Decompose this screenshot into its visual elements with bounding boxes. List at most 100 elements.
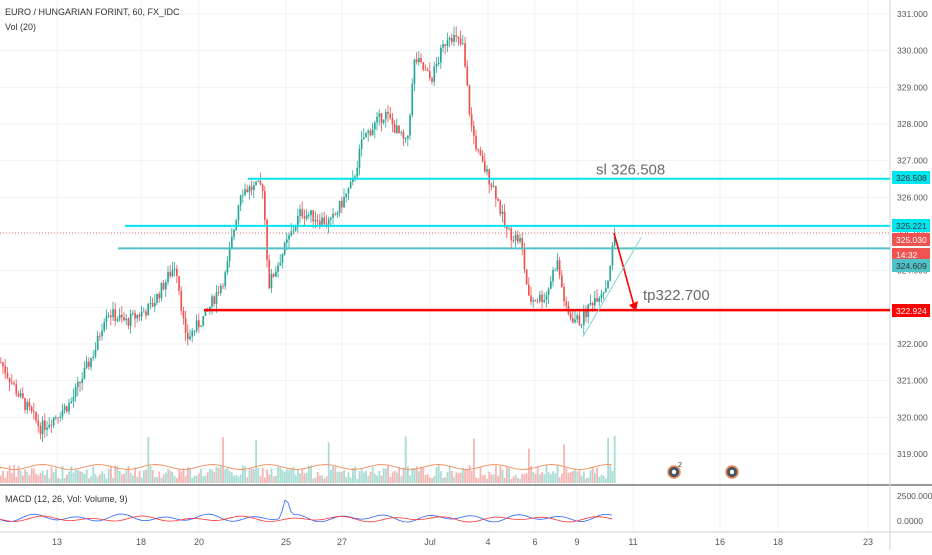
volume-bar-266 <box>585 478 587 483</box>
candle-body-118 <box>259 180 262 185</box>
price-label-bg-1 <box>892 219 930 232</box>
candle-body-101 <box>222 285 224 287</box>
volume-bar-260 <box>572 470 574 483</box>
candle-body-131 <box>288 235 290 240</box>
volume-bar-34 <box>74 469 77 483</box>
candle-body-215 <box>473 125 475 136</box>
volume-bar-90 <box>198 473 200 483</box>
price-tick-11: 320.000 <box>897 412 928 422</box>
price-label-bg-2 <box>892 233 930 246</box>
volume-bar-60 <box>132 475 134 483</box>
candle-body-89 <box>195 320 198 331</box>
candle-body-140 <box>308 215 310 216</box>
candle-body-63 <box>138 314 141 317</box>
volume-bar-44 <box>96 476 99 483</box>
volume-bar-79 <box>173 476 176 483</box>
volume-bar-8 <box>17 466 20 483</box>
volume-bar-242 <box>532 471 535 483</box>
candle-body-225 <box>495 186 497 200</box>
volume-bar-201 <box>442 477 444 483</box>
candle-body-130 <box>286 239 288 243</box>
candle-body-110 <box>242 195 244 196</box>
candle-body-55 <box>121 314 123 318</box>
volume-bar-84 <box>184 475 187 483</box>
candle-body-201 <box>442 44 444 48</box>
volume-ma-line <box>0 464 613 470</box>
candle-body-38 <box>83 367 86 379</box>
volume-bar-203 <box>446 472 449 483</box>
candle-body-75 <box>165 282 167 290</box>
volume-bar-270 <box>594 472 596 483</box>
candle-body-96 <box>211 296 213 307</box>
candle-body-85 <box>187 332 189 340</box>
candle-body-108 <box>237 205 240 221</box>
volume-bar-57 <box>125 470 128 483</box>
volume-bar-141 <box>310 465 312 483</box>
candle-body-271 <box>596 298 598 302</box>
candle-body-260 <box>572 318 574 323</box>
candle-body-152 <box>334 214 337 215</box>
volume-bar-254 <box>558 477 561 483</box>
candle-body-103 <box>226 261 229 273</box>
candle-body-40 <box>88 361 90 367</box>
candle-body-23 <box>50 424 53 426</box>
candle-body-67 <box>147 304 150 316</box>
candle-body-247 <box>543 299 546 303</box>
candle-body-69 <box>151 303 154 307</box>
candle-body-158 <box>347 188 350 194</box>
candle-body-115 <box>253 184 255 191</box>
volume-bar-124 <box>272 476 275 483</box>
volume-bar-216 <box>475 477 477 483</box>
macd-tick-0: 2500.0000 <box>897 491 932 501</box>
volume-bar-73 <box>160 477 163 483</box>
candle-body-187 <box>411 83 414 116</box>
time-tick-5: Jul <box>424 537 436 547</box>
candle-body-199 <box>437 62 440 65</box>
candle-body-57 <box>125 318 128 321</box>
volume-bar-276 <box>607 438 609 483</box>
volume-bar-222 <box>488 471 491 483</box>
volume-bar-117 <box>257 467 260 483</box>
volume-bar-184 <box>404 436 407 483</box>
price-label-1: 325.221 <box>896 221 927 231</box>
candle-body-71 <box>156 293 158 303</box>
arrow-head <box>629 301 638 311</box>
candle-body-11 <box>24 398 26 410</box>
event-count: 2 <box>678 462 682 469</box>
candle-body-62 <box>136 314 139 319</box>
volume-bar-200 <box>440 471 442 483</box>
candle-body-10 <box>22 393 24 399</box>
volume-bar-249 <box>547 472 550 483</box>
volume-bar-131 <box>288 470 290 483</box>
volume-bar-121 <box>266 469 268 483</box>
volume-bar-179 <box>393 470 396 483</box>
candle-body-5 <box>11 382 13 384</box>
candle-body-272 <box>598 297 601 302</box>
volume-bar-227 <box>499 465 502 483</box>
candle-body-15 <box>33 411 35 413</box>
price-label-2: 325.030 <box>896 235 927 245</box>
candle-body-210 <box>462 43 464 45</box>
volume-bar-62 <box>136 476 139 483</box>
price-label-bg-4 <box>892 259 930 272</box>
candle-body-0 <box>0 362 2 364</box>
candle-body-275 <box>605 288 607 293</box>
volume-bar-194 <box>426 474 429 483</box>
candle-body-237 <box>521 238 524 250</box>
volume-bar-116 <box>255 440 257 483</box>
volume-bar-17 <box>37 475 40 483</box>
volume-bar-228 <box>501 469 504 483</box>
candle-body-76 <box>167 272 169 283</box>
volume-bar-110 <box>242 465 244 483</box>
candle-body-52 <box>114 309 117 321</box>
candle-body-266 <box>585 311 587 317</box>
candle-body-222 <box>488 169 491 185</box>
volume-bar-154 <box>338 471 341 483</box>
candle-body-165 <box>363 137 365 140</box>
candle-body-177 <box>389 113 392 118</box>
candle-body-124 <box>272 274 275 277</box>
volume-bar-163 <box>358 470 361 483</box>
volume-bar-29 <box>63 477 66 483</box>
candle-body-22 <box>48 424 51 428</box>
